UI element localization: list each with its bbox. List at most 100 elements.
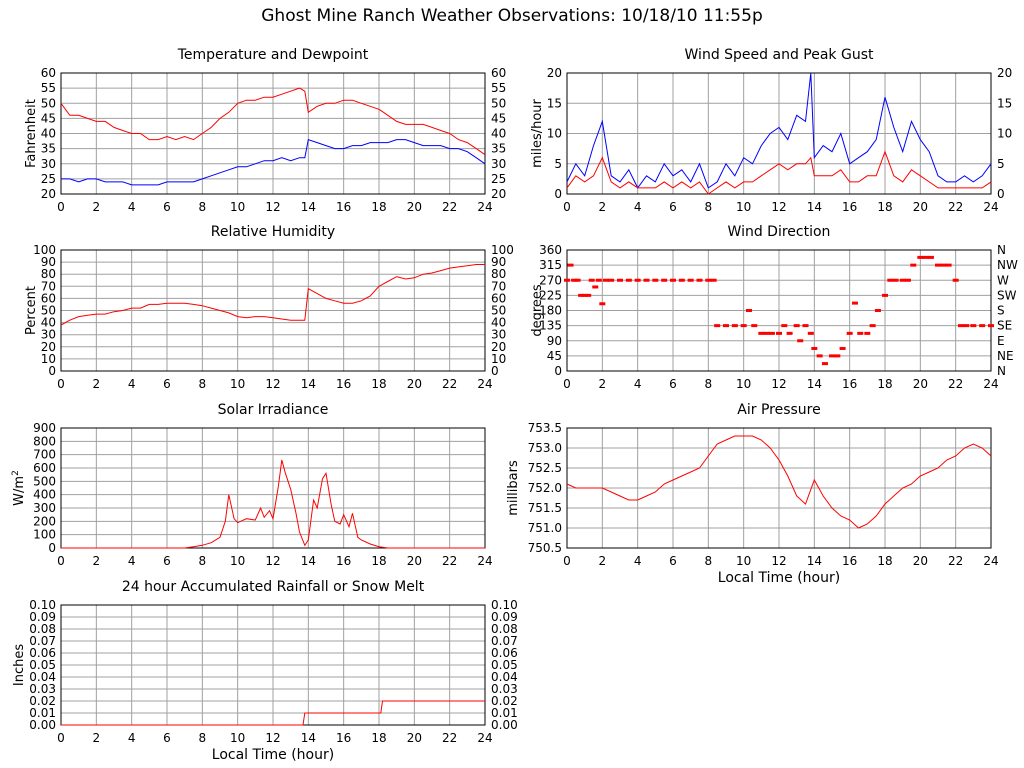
x-tick-label: 18: [371, 377, 386, 391]
wind-direction-point: [816, 354, 823, 358]
x-tick-label: 6: [163, 377, 171, 391]
x-tick-label: 2: [93, 554, 101, 568]
right-tick-label: 35: [491, 142, 506, 156]
x-tick-label: 12: [265, 554, 280, 568]
x-tick-label: 10: [230, 200, 245, 214]
wind-direction-point: [588, 278, 595, 282]
x-tick-label: 8: [705, 377, 713, 391]
x-tick-label: 24: [477, 731, 492, 745]
x-tick-label: 0: [57, 200, 65, 214]
y-tick-label: 751.5: [528, 501, 562, 515]
y-tick-label: 70: [41, 279, 56, 293]
page-title: Ghost Mine Ranch Weather Observations: 1…: [261, 6, 763, 26]
wind-direction-point: [892, 278, 899, 282]
wind-direction-point: [592, 285, 599, 289]
x-tick-label: 24: [477, 200, 492, 214]
x-tick-label: 12: [771, 200, 786, 214]
wind-direction-point: [758, 331, 765, 335]
wind-direction-point: [979, 324, 986, 328]
x-tick-label: 8: [199, 731, 207, 745]
x-tick-label: 12: [771, 554, 786, 568]
x-tick-label: 18: [877, 377, 892, 391]
right-tick-label: 0.03: [491, 682, 518, 696]
wind-direction-point: [807, 331, 814, 335]
y-tick-label: 360: [539, 243, 562, 257]
right-tick-label: 40: [491, 316, 506, 330]
wind-direction-point: [714, 324, 721, 328]
x-tick-label: 14: [301, 554, 316, 568]
x-tick-label: 14: [301, 731, 316, 745]
wind-direction-point: [786, 331, 793, 335]
wind-direction-point: [821, 362, 828, 366]
x-tick-label: 0: [563, 554, 571, 568]
y-tick-label: 20: [547, 66, 562, 80]
right-tick-label: 0.01: [491, 706, 518, 720]
right-tick-label: E: [997, 334, 1005, 348]
rainfall-ylabel: Inches: [12, 644, 27, 686]
y-tick-label: 270: [539, 273, 562, 287]
temperature-series-line: [61, 138, 486, 186]
x-tick-label: 8: [705, 554, 713, 568]
y-tick-label: 50: [41, 304, 56, 318]
y-tick-label: 751.0: [528, 521, 562, 535]
x-tick-label: 12: [265, 200, 280, 214]
x-tick-label: 14: [807, 554, 822, 568]
solar-series-line: [61, 459, 485, 549]
x-tick-label: 24: [983, 200, 998, 214]
x-tick-label: 22: [442, 200, 457, 214]
x-tick-label: 0: [563, 200, 571, 214]
right-tick-label: 0.05: [491, 658, 518, 672]
wind-direction-point: [864, 331, 871, 335]
y-tick-label: 100: [33, 528, 56, 542]
rainfall-chart: 24 hour Accumulated Rainfall or Snow Mel…: [12, 579, 518, 763]
wind-speed-ylabel: miles/hour: [530, 98, 545, 167]
wind-direction-point: [922, 255, 929, 259]
y-tick-label: 90: [41, 255, 56, 269]
x-tick-label: 10: [230, 731, 245, 745]
right-tick-label: 0.02: [491, 694, 518, 708]
right-tick-label: 0.00: [491, 718, 518, 732]
right-tick-label: 20: [491, 187, 506, 201]
wind-direction-point: [899, 278, 906, 282]
wind-direction-point: [567, 263, 574, 267]
wind-direction-point: [652, 278, 659, 282]
right-tick-label: 30: [491, 157, 506, 171]
x-tick-label: 10: [230, 377, 245, 391]
wind-direction-point: [599, 302, 606, 306]
x-tick-label: 22: [948, 200, 963, 214]
y-tick-label: 180: [539, 304, 562, 318]
y-tick-label: 0: [48, 541, 56, 555]
right-tick-label: 0.10: [491, 598, 518, 612]
x-tick-label: 2: [93, 731, 101, 745]
right-tick-label: 25: [491, 172, 506, 186]
x-tick-label: 16: [842, 554, 857, 568]
x-tick-label: 0: [57, 377, 65, 391]
y-tick-label: 0.00: [29, 718, 56, 732]
wind-direction-point: [643, 278, 650, 282]
x-tick-label: 4: [128, 731, 136, 745]
wind-direction-point: [710, 278, 717, 282]
temperature-series-line: [60, 87, 486, 156]
y-tick-label: 753.0: [528, 441, 562, 455]
x-tick-label: 10: [736, 377, 751, 391]
rainfall-xlabel: Local Time (hour): [212, 747, 334, 763]
y-tick-label: 0.10: [29, 598, 56, 612]
x-tick-label: 8: [705, 200, 713, 214]
wind-direction-point: [745, 309, 752, 312]
right-tick-label: 50: [491, 96, 506, 110]
x-tick-label: 20: [913, 377, 928, 391]
x-tick-label: 14: [807, 200, 822, 214]
x-tick-label: 14: [807, 377, 822, 391]
x-tick-label: 14: [301, 200, 316, 214]
y-tick-label: 60: [41, 66, 56, 80]
y-tick-label: 900: [33, 421, 56, 435]
wind-direction-point: [811, 346, 818, 350]
wind-direction-point: [768, 331, 775, 335]
right-tick-label: SW: [997, 288, 1017, 302]
wind-direction-point: [797, 339, 804, 343]
pressure-ylabel: millibars: [506, 460, 521, 516]
y-tick-label: 600: [33, 461, 56, 475]
right-tick-label: 0.08: [491, 622, 518, 636]
